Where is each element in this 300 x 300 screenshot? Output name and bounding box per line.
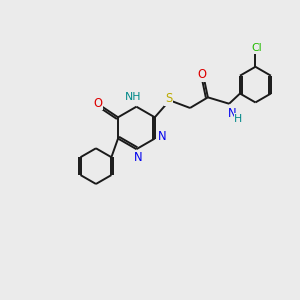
Text: NH: NH: [125, 92, 141, 102]
Text: N: N: [134, 151, 143, 164]
Text: N: N: [228, 106, 237, 120]
Text: Cl: Cl: [251, 43, 262, 53]
Text: S: S: [165, 92, 172, 105]
Text: H: H: [234, 114, 243, 124]
Text: N: N: [158, 130, 167, 143]
Text: O: O: [197, 68, 206, 81]
Text: O: O: [94, 97, 103, 110]
